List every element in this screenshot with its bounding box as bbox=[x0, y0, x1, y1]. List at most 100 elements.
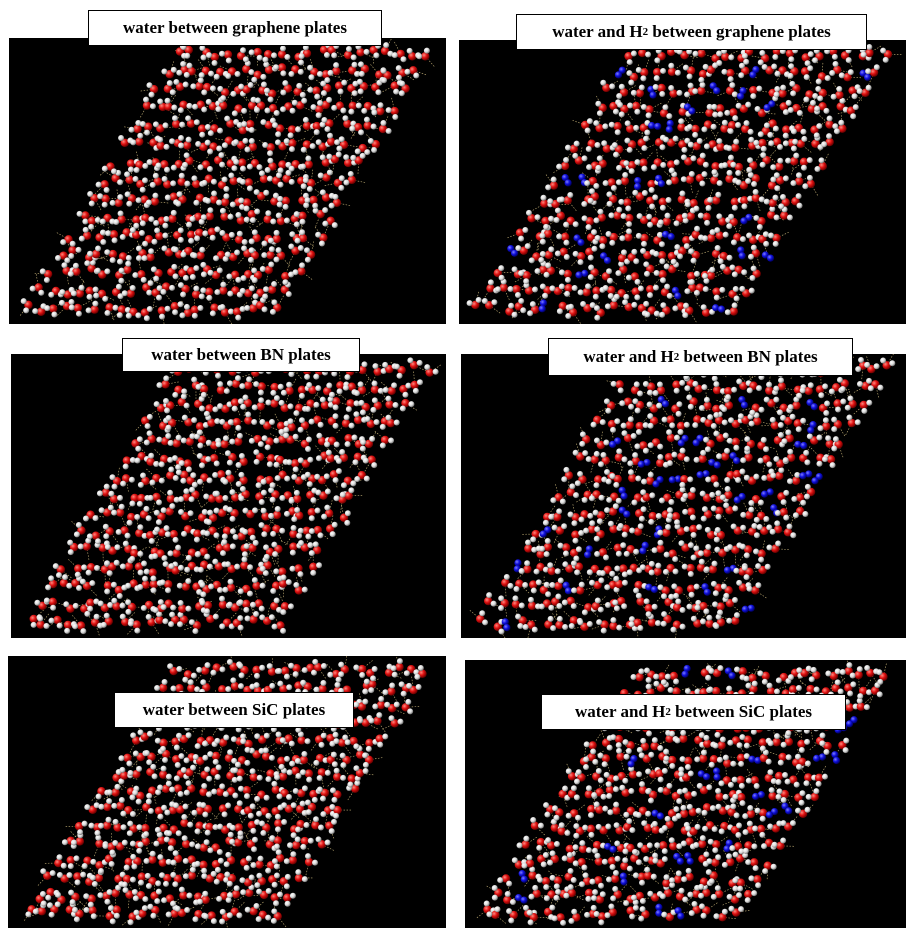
hydrogen-atom bbox=[778, 203, 785, 210]
hydrogen-atom bbox=[363, 116, 370, 123]
hydrogen-atom bbox=[260, 81, 267, 88]
oxygen-atom bbox=[161, 282, 171, 291]
hydrogen-atom bbox=[177, 611, 184, 618]
hydrogen-bond bbox=[248, 279, 250, 294]
oxygen-atom bbox=[164, 248, 174, 257]
hydrogen-atom bbox=[184, 566, 191, 573]
hydrogen-atom bbox=[359, 152, 366, 159]
oxygen-atom bbox=[762, 155, 771, 165]
hydrogen-atom bbox=[103, 186, 110, 193]
hydrogen-atom bbox=[274, 505, 281, 512]
oxygen-atom bbox=[211, 270, 221, 280]
hydrogen-atom bbox=[80, 628, 87, 635]
hydrogen-bond bbox=[272, 613, 281, 626]
hydrogen-bond bbox=[66, 270, 69, 285]
hydrogen-bond bbox=[280, 255, 291, 267]
oxygen-atom bbox=[135, 160, 144, 169]
hydrogen-atom bbox=[732, 285, 739, 292]
oxygen-atom bbox=[59, 251, 68, 260]
oxygen-atom bbox=[607, 178, 616, 187]
hydrogen-atom bbox=[157, 136, 164, 143]
hydrogen-atom bbox=[550, 176, 557, 183]
hydrogen-atom bbox=[326, 96, 333, 103]
oxygen-atom bbox=[608, 194, 618, 204]
hydrogen-atom bbox=[507, 285, 514, 292]
hydrogen-atom bbox=[268, 487, 275, 494]
oxygen-atom bbox=[725, 86, 735, 95]
oxygen-atom bbox=[277, 50, 287, 59]
oxygen-atom bbox=[678, 140, 687, 149]
hydrogen-bond bbox=[586, 281, 597, 293]
hydrogen-atom bbox=[247, 564, 254, 571]
hydrogen-bond bbox=[56, 232, 69, 240]
hydrogen-atom bbox=[264, 107, 271, 114]
hydrogen-bond bbox=[650, 261, 663, 270]
hydrogen-atom bbox=[616, 206, 623, 213]
oxygen-atom bbox=[677, 246, 687, 255]
hydrogen-atom bbox=[236, 121, 243, 128]
hydrogen-atom bbox=[729, 82, 736, 89]
hydrogen-bond bbox=[755, 253, 761, 267]
hydrogen-atom bbox=[254, 97, 261, 104]
hydrogen-atom bbox=[727, 128, 734, 135]
oxygen-atom bbox=[149, 84, 159, 94]
oxygen-atom bbox=[757, 216, 766, 226]
hydrogen-atom bbox=[341, 79, 348, 86]
hydrogen-atom bbox=[137, 584, 144, 591]
hydrogen-bond bbox=[272, 238, 277, 253]
hydrogen-bond bbox=[197, 58, 207, 71]
hydrogen-atom bbox=[269, 117, 276, 124]
hydrogen-atom bbox=[323, 51, 330, 58]
oxygen-atom bbox=[90, 618, 100, 627]
hydrogen-atom bbox=[307, 86, 314, 93]
hydrogen-atom bbox=[185, 605, 192, 612]
hydrogen-atom bbox=[622, 172, 629, 179]
oxygen-atom bbox=[322, 83, 332, 93]
hydrogen-atom bbox=[280, 627, 287, 634]
hydrogen-bond bbox=[315, 213, 321, 228]
hydrogen-atom bbox=[253, 189, 260, 196]
hydrogen-atom bbox=[625, 205, 632, 212]
hydrogen-bond bbox=[206, 575, 218, 586]
hydrogen-atom bbox=[637, 285, 644, 292]
hydrogen-bond bbox=[86, 585, 98, 596]
hydrogen-atom bbox=[354, 71, 361, 78]
hydrogen-atom bbox=[139, 220, 146, 227]
oxygen-atom bbox=[703, 120, 713, 129]
hydrogen-atom bbox=[812, 57, 819, 64]
hydrogen-atom bbox=[160, 507, 167, 514]
hydrogen-atom bbox=[745, 101, 752, 108]
hydrogen-atom bbox=[728, 54, 735, 61]
hydrogen-atom bbox=[186, 102, 193, 109]
hydrogen-bond bbox=[291, 414, 298, 428]
hydrogen-atom bbox=[203, 493, 210, 500]
hydrogen-atom bbox=[523, 278, 530, 285]
hydrogen-atom bbox=[64, 257, 71, 264]
oxygen-atom bbox=[645, 284, 655, 294]
hydrogen-bond bbox=[689, 179, 693, 194]
hydrogen-atom bbox=[175, 469, 182, 476]
oxygen-atom bbox=[319, 45, 329, 54]
oxygen-atom bbox=[302, 121, 312, 131]
hydrogen-atom bbox=[724, 309, 731, 316]
hydrogen-atom bbox=[177, 301, 184, 308]
hydrogen-atom bbox=[681, 146, 688, 153]
hydrogen-bond bbox=[200, 128, 215, 132]
oxygen-atom bbox=[121, 474, 131, 483]
oxygen-atom bbox=[646, 264, 655, 274]
oxygen-atom bbox=[36, 307, 46, 316]
hydrogen-atom bbox=[558, 283, 565, 290]
oxygen-atom bbox=[125, 175, 134, 185]
hydrogen-bond bbox=[282, 583, 285, 598]
hydrogen-atom bbox=[618, 83, 625, 90]
hydrogen-atom bbox=[349, 125, 356, 132]
hydrogen-atom bbox=[193, 265, 200, 272]
hydrogen-atom bbox=[86, 533, 93, 540]
hydrogen-bond bbox=[681, 199, 689, 213]
hydrogen-atom bbox=[216, 267, 223, 274]
oxygen-atom bbox=[609, 101, 618, 111]
oxygen-atom bbox=[183, 308, 193, 318]
oxygen-atom bbox=[733, 233, 742, 242]
hydrogen-bond bbox=[758, 90, 773, 94]
hydrogen-atom bbox=[268, 614, 275, 621]
